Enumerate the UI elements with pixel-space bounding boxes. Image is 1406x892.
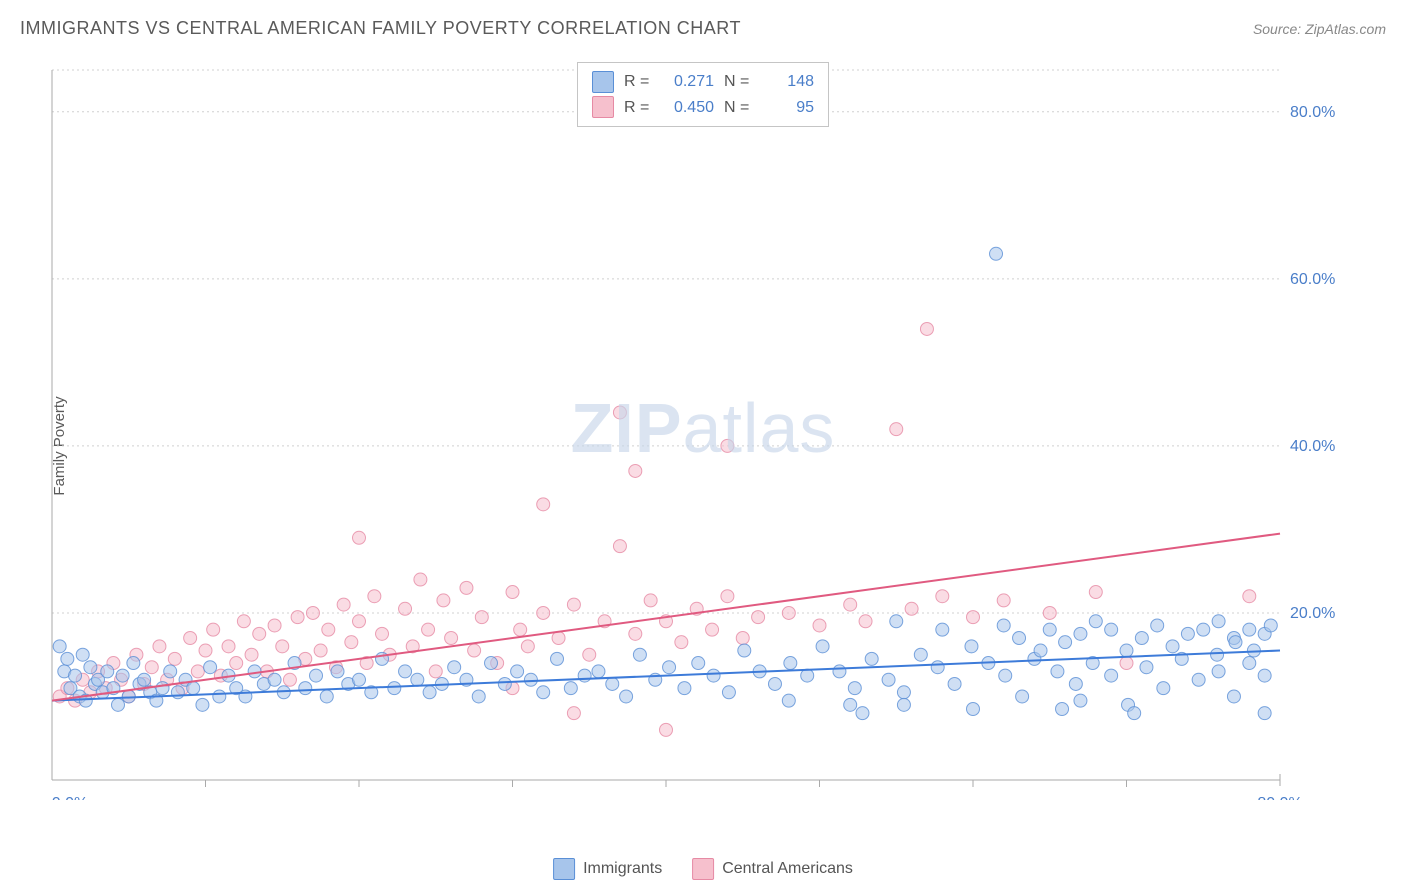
swatch-immigrants [553, 858, 575, 880]
n-value-immigrants: 148 [762, 69, 814, 95]
swatch-central [692, 858, 714, 880]
svg-text:60.0%: 60.0% [1290, 271, 1335, 288]
legend-row-central: R = 0.450 N = 95 [592, 95, 814, 121]
chart-header: IMMIGRANTS VS CENTRAL AMERICAN FAMILY PO… [20, 18, 1386, 39]
svg-text:0.0%: 0.0% [52, 795, 88, 800]
r-value-central: 0.450 [662, 95, 714, 121]
chart-title: IMMIGRANTS VS CENTRAL AMERICAN FAMILY PO… [20, 18, 741, 39]
svg-text:20.0%: 20.0% [1290, 605, 1335, 622]
legend-item-immigrants: Immigrants [553, 858, 662, 880]
svg-text:80.0%: 80.0% [1257, 795, 1302, 800]
legend-label-central: Central Americans [722, 860, 853, 878]
legend-item-central: Central Americans [692, 858, 853, 880]
n-label: N = [724, 95, 752, 121]
scatter-plot: 20.0% 40.0% 60.0% 80.0% 0.0% 80.0% [50, 60, 1350, 800]
swatch-immigrants [592, 71, 614, 93]
r-label: R = [624, 95, 652, 121]
n-label: N = [724, 69, 752, 95]
svg-text:80.0%: 80.0% [1290, 104, 1335, 121]
legend-series: Immigrants Central Americans [553, 858, 853, 880]
legend-label-immigrants: Immigrants [583, 860, 662, 878]
legend-correlation: R = 0.271 N = 148 R = 0.450 N = 95 [577, 62, 829, 127]
n-value-central: 95 [762, 95, 814, 121]
source-attribution: Source: ZipAtlas.com [1253, 21, 1386, 37]
legend-row-immigrants: R = 0.271 N = 148 [592, 69, 814, 95]
r-label: R = [624, 69, 652, 95]
chart-area: 20.0% 40.0% 60.0% 80.0% 0.0% 80.0% [50, 60, 1350, 800]
svg-text:40.0%: 40.0% [1290, 438, 1335, 455]
r-value-immigrants: 0.271 [662, 69, 714, 95]
swatch-central [592, 96, 614, 118]
